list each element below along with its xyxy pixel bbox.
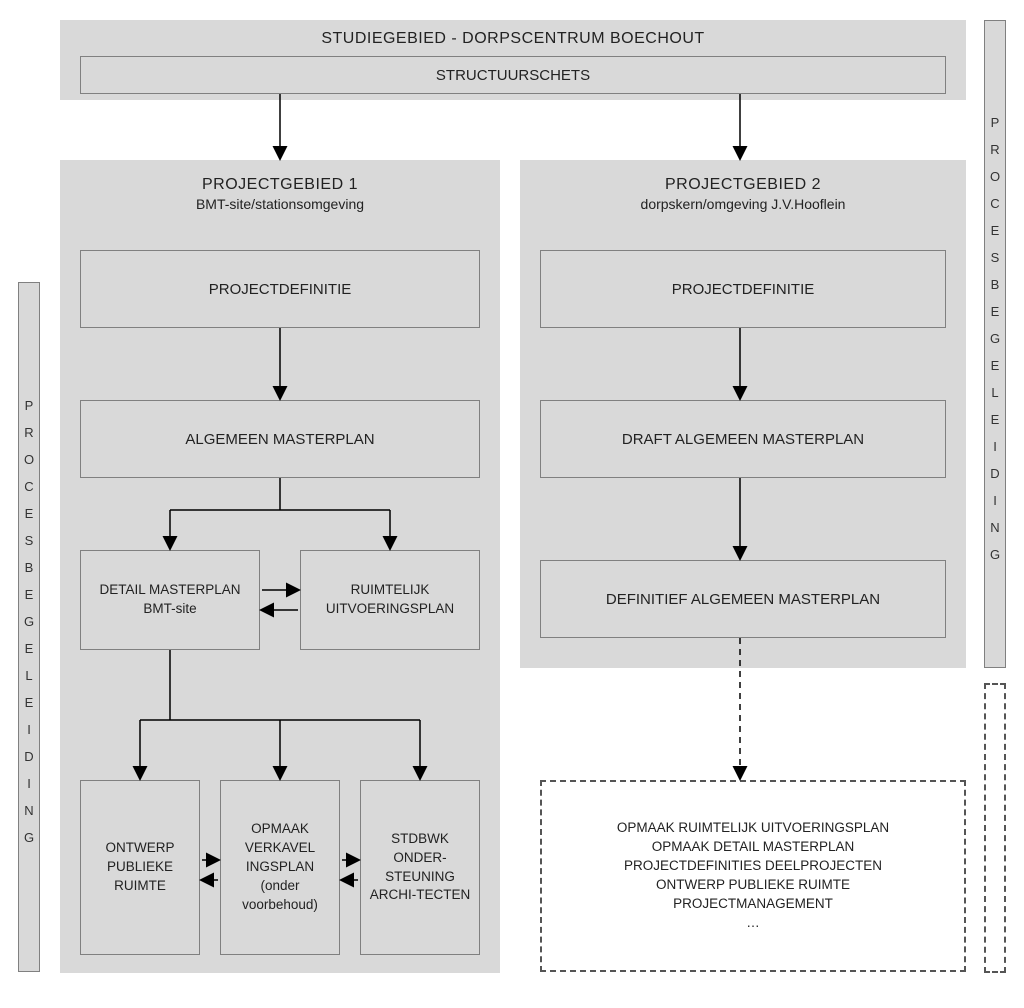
right-col-title: PROJECTGEBIED 2: [665, 176, 821, 194]
structuurschets-box: STRUCTUURSCHETS: [80, 56, 946, 94]
side-label-right-top: PROCESBEGELEIDING: [984, 20, 1006, 668]
right-bottom-line5: …: [746, 914, 760, 933]
left-step3a-label: DETAIL MASTERPLAN BMT-site: [87, 581, 253, 619]
right-step2: DRAFT ALGEMEEN MASTERPLAN: [540, 400, 946, 478]
left-step1: PROJECTDEFINITIE: [80, 250, 480, 328]
right-step2-label: DRAFT ALGEMEEN MASTERPLAN: [622, 431, 864, 448]
right-step1: PROJECTDEFINITIE: [540, 250, 946, 328]
left-col-title: PROJECTGEBIED 1: [202, 176, 358, 194]
left-bottom3-label: STDBWK ONDER-STEUNING ARCHI-TECTEN: [367, 830, 473, 906]
right-step1-label: PROJECTDEFINITIE: [672, 281, 815, 298]
main-title: STUDIEGEBIED - DORPSCENTRUM BOECHOUT: [321, 30, 704, 48]
right-bottom-line3: ONTWERP PUBLIEKE RUIMTE: [656, 876, 850, 895]
left-step2-label: ALGEMEEN MASTERPLAN: [185, 431, 374, 448]
right-step3: DEFINITIEF ALGEMEEN MASTERPLAN: [540, 560, 946, 638]
right-bottom-line4: PROJECTMANAGEMENT: [673, 895, 833, 914]
sub-title: STRUCTUURSCHETS: [436, 67, 590, 84]
right-bottom-dashed: OPMAAK RUIMTELIJK UITVOERINGSPLAN OPMAAK…: [540, 780, 966, 972]
right-bottom-line2: PROJECTDEFINITIES DEELPROJECTEN: [624, 857, 882, 876]
left-col-title-box: PROJECTGEBIED 1 BMT-site/stationsomgevin…: [60, 168, 500, 220]
left-bottom1-label: ONTWERP PUBLIEKE RUIMTE: [87, 839, 193, 896]
left-bottom3: STDBWK ONDER-STEUNING ARCHI-TECTEN: [360, 780, 480, 955]
left-step3b-label: RUIMTELIJK UITVOERINGSPLAN: [307, 581, 473, 619]
side-label-left-text: PROCESBEGELEIDING: [22, 398, 37, 857]
right-bottom-line0: OPMAAK RUIMTELIJK UITVOERINGSPLAN: [617, 819, 889, 838]
side-label-right-text: PROCESBEGELEIDING: [988, 115, 1003, 574]
left-bottom2-label: OPMAAK VERKAVEL INGSPLAN (onder voorbeho…: [227, 820, 333, 914]
left-step1-label: PROJECTDEFINITIE: [209, 281, 352, 298]
left-step3b: RUIMTELIJK UITVOERINGSPLAN: [300, 550, 480, 650]
side-label-left: PROCESBEGELEIDING: [18, 282, 40, 972]
left-col-subtitle: BMT-site/stationsomgeving: [196, 196, 364, 212]
right-bottom-line1: OPMAAK DETAIL MASTERPLAN: [652, 838, 855, 857]
left-step3a: DETAIL MASTERPLAN BMT-site: [80, 550, 260, 650]
right-step3-label: DEFINITIEF ALGEMEEN MASTERPLAN: [606, 591, 880, 608]
left-bottom2: OPMAAK VERKAVEL INGSPLAN (onder voorbeho…: [220, 780, 340, 955]
right-col-title-box: PROJECTGEBIED 2 dorpskern/omgeving J.V.H…: [520, 168, 966, 220]
left-step2: ALGEMEEN MASTERPLAN: [80, 400, 480, 478]
left-bottom1: ONTWERP PUBLIEKE RUIMTE: [80, 780, 200, 955]
right-col-subtitle: dorpskern/omgeving J.V.Hooflein: [641, 196, 846, 212]
side-label-right-dashed: [984, 683, 1006, 973]
